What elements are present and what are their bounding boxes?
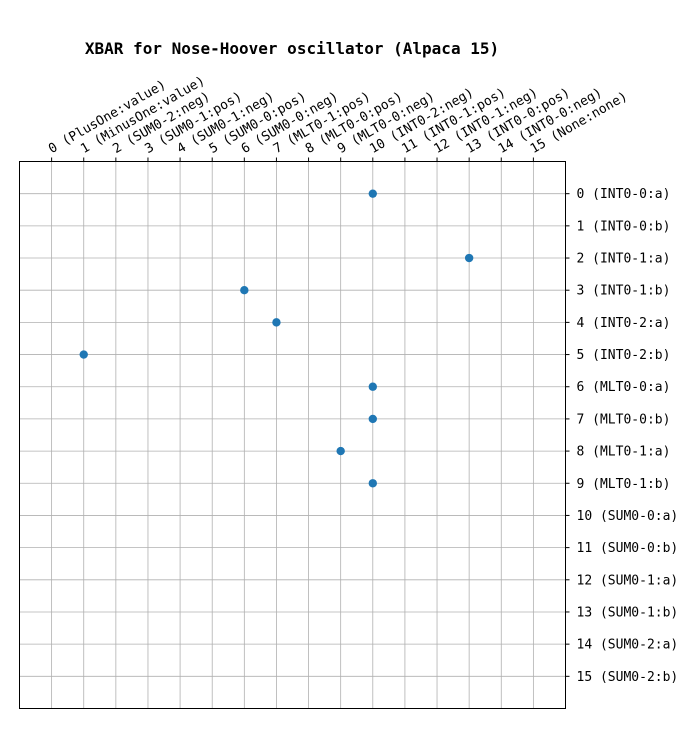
y-tick-label: 7 (MLT0-0:b) xyxy=(577,412,671,427)
y-tick-label: 12 (SUM0-1:a) xyxy=(577,573,679,588)
y-tick-label: 9 (MLT0-1:b) xyxy=(577,477,671,492)
data-point xyxy=(240,286,249,295)
y-tick-label: 8 (MLT0-1:a) xyxy=(577,445,671,460)
data-point xyxy=(336,446,345,456)
grid-lines xyxy=(19,161,566,709)
data-point xyxy=(368,414,377,424)
y-tick-label: 3 (INT0-1:b) xyxy=(577,284,671,299)
data-point xyxy=(79,350,88,359)
data-point xyxy=(368,382,377,391)
plot-frame xyxy=(19,161,566,709)
y-tick-label: 13 (SUM0-1:b) xyxy=(577,605,679,620)
y-tick-label: 0 (INT0-0:a) xyxy=(577,187,671,202)
y-tick-label: 6 (MLT0-0:a) xyxy=(577,380,671,395)
y-tick-label: 4 (INT0-2:a) xyxy=(577,316,671,331)
data-point xyxy=(368,189,377,198)
y-tick-label: 14 (SUM0-2:a) xyxy=(577,638,679,653)
data-points xyxy=(79,189,474,488)
y-axis-ticks: 0 (INT0-0:a) 1 (INT0-0:b) 2 (INT0-1:a) 3 (I… xyxy=(565,187,679,685)
y-tick-label: 10 (SUM0-0:a) xyxy=(577,509,679,524)
y-tick-label: 5 (INT0-2:b) xyxy=(577,348,671,363)
y-tick-label: 15 (SUM0-2:b) xyxy=(577,670,679,685)
data-point xyxy=(368,479,377,488)
y-tick-label: 2 (INT0-1:a) xyxy=(577,252,671,267)
chart-title: XBAR for Nose-Hoover oscillator (Alpaca … xyxy=(85,39,499,58)
y-tick-label: 1 (INT0-0:b) xyxy=(577,219,671,234)
x-axis-ticks: 0 (PlusOne:value)1 (MinusOne:value)2 (SU… xyxy=(46,74,630,162)
y-tick-label: 11 (SUM0-0:b) xyxy=(577,541,679,556)
data-point xyxy=(464,253,474,263)
data-point xyxy=(272,318,281,327)
